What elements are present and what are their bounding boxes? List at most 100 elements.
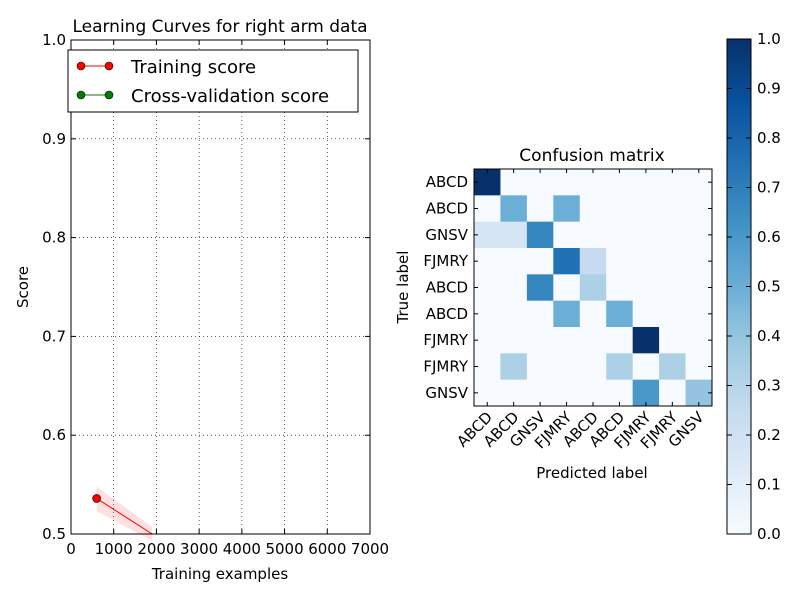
confusion-matrix-cell: [685, 353, 713, 380]
confusion-matrix-cell: [474, 169, 501, 196]
confusion-matrix-cell: [685, 169, 713, 196]
confusion-matrix-cell: [579, 379, 607, 407]
confusion-matrix-cell: [685, 274, 713, 301]
confusion-matrix-cell: [579, 195, 607, 222]
learning-curve-chart: 0 1000 2000 3000 4000 5000 6000 7000 0.5 0.6 0.7 0.…: [14, 17, 389, 583]
confusion-matrix-cell: [632, 379, 660, 407]
confusion-matrix-cell: [685, 379, 713, 407]
confusion-matrix-cell: [474, 248, 501, 275]
confusion-matrix-cell: [659, 300, 686, 328]
confusion-matrix-cell: [606, 274, 633, 301]
learning-curve-y-tick-label: 1.0: [42, 31, 66, 49]
confusion-matrix-cell: [685, 248, 713, 275]
confusion-matrix-row-label: ABCD: [426, 305, 468, 323]
confusion-matrix-cell: [606, 353, 633, 380]
learning-curve-y-tick-label: 0.7: [42, 327, 66, 345]
confusion-matrix-row-label: FJMRY: [423, 358, 468, 376]
learning-curve-grid: [71, 40, 370, 534]
confusion-matrix-cell: [659, 379, 686, 407]
confusion-matrix-cell: [500, 221, 528, 249]
confusion-matrix-cell: [606, 300, 633, 328]
confusion-matrix-cell: [553, 169, 581, 196]
confusion-matrix-cell: [500, 169, 528, 196]
confusion-matrix-cell: [474, 379, 501, 407]
confusion-matrix-cell: [659, 353, 686, 380]
confusion-matrix-cell: [526, 327, 554, 354]
confusion-matrix-cell: [553, 327, 581, 354]
learning-curve-title: Learning Curves for right arm data: [72, 17, 367, 37]
learning-curve-x-tick-label: 0: [66, 540, 76, 558]
confusion-matrix-cell: [632, 169, 660, 196]
confusion-matrix-cell: [659, 169, 686, 196]
confusion-matrix-cell: [685, 195, 713, 222]
confusion-matrix-cell: [553, 248, 581, 275]
learning-curve-lines: [92, 494, 153, 535]
confusion-matrix-cell: [632, 248, 660, 275]
colorbar-tick-label: 0.7: [757, 179, 781, 197]
colorbar-tick-label: 0.0: [757, 525, 781, 543]
confusion-matrix-cell: [632, 221, 660, 249]
colorbar-tick-label: 0.1: [757, 476, 781, 494]
learning-curve-y-tick-label: 0.8: [42, 229, 66, 247]
confusion-matrix-cell: [553, 379, 581, 407]
learning-curve-x-tick-label: 6000: [308, 540, 346, 558]
confusion-matrix-title: Confusion matrix: [519, 146, 664, 166]
colorbar-tick-label: 0.2: [757, 426, 781, 444]
series-0-line: [96, 498, 153, 535]
confusion-matrix-cell: [553, 353, 581, 380]
confusion-matrix-cell: [526, 248, 554, 275]
learning-curve-y-label: Score: [14, 266, 32, 308]
confusion-matrix-cell: [474, 300, 501, 328]
learning-curve-y-tick-label: 0.9: [42, 130, 66, 148]
confusion-matrix-row-label: GNSV: [425, 226, 468, 244]
confusion-matrix-cell: [474, 274, 501, 301]
confusion-matrix-cell: [553, 274, 581, 301]
colorbar-tick-label: 0.4: [757, 327, 781, 345]
confusion-matrix-cell: [474, 195, 501, 222]
confusion-matrix-row-label: ABCD: [426, 279, 468, 297]
confusion-matrix-cell: [500, 353, 528, 380]
confusion-matrix-cell: [659, 274, 686, 301]
colorbar-tick-label: 0.5: [757, 278, 781, 296]
confusion-matrix-cell: [606, 169, 633, 196]
confusion-matrix-cell: [659, 195, 686, 222]
confusion-matrix-cell: [632, 300, 660, 328]
confusion-matrix-cell: [474, 353, 501, 380]
legend-training-marker: [104, 61, 114, 71]
confusion-matrix-cell: [632, 353, 660, 380]
learning-curve-x-label: Training examples: [151, 565, 289, 583]
confusion-matrix-cell: [500, 248, 528, 275]
confusion-matrix-cell: [685, 327, 713, 354]
confusion-matrix-cell: [526, 353, 554, 380]
learning-curve-y-tick-label: 0.6: [42, 426, 66, 444]
learning-curve-x-tick-label: 7000: [351, 540, 389, 558]
learning-curve-legend: Training score Cross-validation score: [67, 49, 359, 113]
legend-cv-marker: [76, 90, 86, 100]
confusion-matrix-row-label: FJMRY: [423, 331, 468, 349]
confusion-matrix-y-label: True label: [394, 251, 412, 325]
confusion-matrix-cell: [500, 274, 528, 301]
confusion-matrix-cell: [526, 221, 554, 249]
confusion-matrix-cell: [659, 248, 686, 275]
confusion-matrix-cell: [579, 274, 607, 301]
confusion-matrix-cell: [685, 300, 713, 328]
confusion-matrix-cell: [553, 221, 581, 249]
confusion-matrix-cell: [553, 195, 581, 222]
confusion-matrix-cell: [579, 221, 607, 249]
legend-box: [67, 49, 359, 113]
confusion-matrix-row-label: FJMRY: [423, 252, 468, 270]
legend-training-marker: [76, 61, 86, 71]
colorbar-tick-label: 0.3: [757, 377, 781, 395]
confusion-matrix-row-label: GNSV: [425, 384, 468, 402]
learning-curve-plot-frame: [70, 39, 371, 535]
learning-curve-x-tick-label: 1000: [95, 540, 133, 558]
confusion-matrix-cells: [474, 169, 713, 407]
confusion-matrix-cell: [553, 300, 581, 328]
confusion-matrix-cell: [579, 248, 607, 275]
confusion-matrix-cell: [659, 327, 686, 354]
learning-curve-x-tick-label: 5000: [265, 540, 303, 558]
confusion-matrix-cell: [606, 379, 633, 407]
legend-cv-marker: [104, 90, 114, 100]
confusion-matrix-row-label: ABCD: [426, 200, 468, 218]
